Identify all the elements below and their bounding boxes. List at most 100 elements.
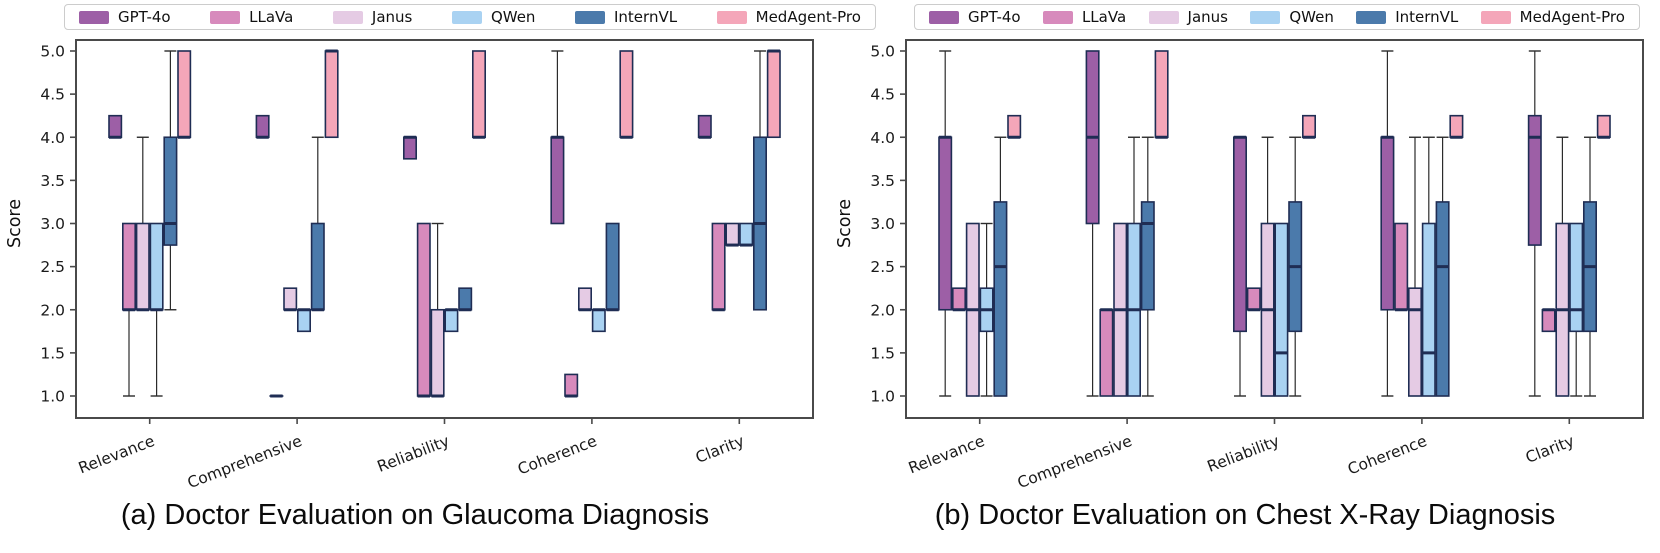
legend-item-medagent-pro: MedAgent-Pro xyxy=(1480,8,1625,26)
box-medagent-pro-clarity xyxy=(766,50,781,139)
y-tick-label: 3.0 xyxy=(40,215,65,233)
legend-label: InternVL xyxy=(1395,8,1459,26)
legend-item-llava: LLaVa xyxy=(210,8,293,26)
box-gpt-4o-coherence xyxy=(550,136,565,225)
legend-swatch-icon xyxy=(1250,10,1281,24)
y-tick-label: 2.0 xyxy=(40,301,65,319)
box-qwen-comprehensive xyxy=(296,308,311,333)
boxplot-chest-xray: 1.0 1.5 2.0 2.5 3.0 3.5 4.0 4.5 5.0 Score Relevanc… xyxy=(835,39,1644,490)
legend-label: QWen xyxy=(490,8,536,26)
box-janus-coherence xyxy=(1407,287,1422,397)
box-gpt-4o-relevance xyxy=(938,136,953,311)
x-tick-label: Relevance xyxy=(76,432,157,477)
box-medagent-pro-coherence xyxy=(619,50,634,139)
legend-label: MedAgent-Pro xyxy=(1519,8,1625,26)
x-tick-label: Coherence xyxy=(515,432,599,479)
y-tick-label: 5.0 xyxy=(40,43,65,61)
box-qwen-coherence xyxy=(1421,222,1436,397)
x-tick-label: Relevance xyxy=(906,432,987,477)
box-medagent-pro-comprehensive xyxy=(324,50,339,139)
y-tick-label: 4.5 xyxy=(40,86,65,104)
box-internvl-reliability xyxy=(458,287,473,311)
box-gpt-4o-relevance xyxy=(108,114,123,139)
box-gpt-4o-reliability xyxy=(1232,136,1247,333)
legend-item-gpt-4o: GPT-4o xyxy=(79,8,171,26)
x-tick-label: Reliability xyxy=(1205,432,1282,476)
legend-label: LLaVa xyxy=(249,8,294,26)
x-tick-label: Comprehensive xyxy=(1015,432,1135,490)
box-qwen-reliability xyxy=(1274,222,1289,397)
box-janus-clarity xyxy=(725,222,740,246)
legend-swatch-icon xyxy=(716,10,747,24)
legend-label: GPT-4o xyxy=(968,8,1021,26)
box-medagent-pro-reliability xyxy=(471,50,486,139)
legend-swatch-icon xyxy=(1480,10,1511,24)
legend-swatch-icon xyxy=(1148,10,1179,24)
x-tick-label: Clarity xyxy=(1523,432,1577,467)
legend-item-llava: LLaVa xyxy=(1042,8,1126,26)
box-medagent-pro-comprehensive xyxy=(1154,50,1169,139)
x-tick-label: Coherence xyxy=(1345,432,1429,479)
box-internvl-comprehensive xyxy=(1140,201,1155,311)
panel-chest-xray: GPT-4o LLaVa Janus QWen InternVL MedAgent-Pro… xyxy=(830,0,1660,553)
legend-a: GPT-4o LLaVa Janus QWen InternVL MedAgent-Pro xyxy=(64,4,876,30)
legend-swatch-icon xyxy=(79,10,109,24)
legend-item-qwen: QWen xyxy=(1250,8,1334,26)
box-qwen-coherence xyxy=(591,308,606,333)
box-gpt-4o-reliability xyxy=(402,136,417,160)
legend-swatch-icon xyxy=(210,10,241,24)
box-medagent-pro-relevance xyxy=(177,50,192,139)
legend-swatch-icon xyxy=(332,10,363,24)
y-tick-label: 2.0 xyxy=(870,301,895,319)
box-qwen-relevance xyxy=(149,222,164,311)
box-medagent-pro-reliability xyxy=(1301,114,1316,139)
box-gpt-4o-coherence xyxy=(1380,136,1395,311)
legend-label: GPT-4o xyxy=(118,8,171,26)
box-internvl-relevance xyxy=(163,136,178,246)
caption-b: (b) Doctor Evaluation on Chest X-Ray Dia… xyxy=(934,499,1556,531)
box-medagent-pro-clarity xyxy=(1596,114,1611,139)
box-internvl-coherence xyxy=(1435,201,1450,397)
y-tick-label: 4.0 xyxy=(40,129,65,147)
box-llava-coherence xyxy=(1394,222,1409,311)
box-llava-clarity xyxy=(1541,308,1556,333)
legend-label: Janus xyxy=(1187,8,1228,26)
box-qwen-clarity xyxy=(739,222,754,246)
box-internvl-coherence xyxy=(605,222,620,311)
box-llava-reliability xyxy=(1246,287,1261,311)
legend-item-internvl: InternVL xyxy=(575,8,677,26)
panel-glaucoma: GPT-4o LLaVa Janus QWen InternVL MedAgent-Pro… xyxy=(5,4,876,531)
y-tick-label: 2.5 xyxy=(870,258,895,276)
box-gpt-4o-comprehensive xyxy=(255,114,270,139)
legend-swatch-icon xyxy=(929,10,959,24)
legend-label: InternVL xyxy=(614,8,678,26)
box-internvl-relevance xyxy=(993,201,1008,397)
boxplot-glaucoma: 1.0 1.5 2.0 2.5 3.0 3.5 4.0 4.5 5.0 Score Relevanc… xyxy=(5,39,814,490)
box-llava-clarity xyxy=(711,222,726,311)
box-gpt-4o-clarity xyxy=(1527,114,1542,246)
legend-swatch-icon xyxy=(451,10,482,24)
y-tick-label: 2.5 xyxy=(40,258,65,276)
legend-item-qwen: QWen xyxy=(451,8,536,26)
box-janus-comprehensive xyxy=(283,287,298,311)
box-llava-relevance xyxy=(122,222,137,311)
legend-swatch-icon xyxy=(575,10,605,24)
box-qwen-clarity xyxy=(1569,222,1584,333)
y-tick-label: 1.5 xyxy=(40,344,65,362)
box-medagent-pro-coherence xyxy=(1449,114,1464,139)
legend-label: MedAgent-Pro xyxy=(755,8,861,26)
y-tick-label: 4.5 xyxy=(870,86,895,104)
legend-b: GPT-4o LLaVa Janus QWen InternVL MedAgent-Pro xyxy=(914,4,1640,30)
y-tick-label: 1.0 xyxy=(870,388,895,406)
legend-swatch-icon xyxy=(1356,10,1387,24)
box-qwen-reliability xyxy=(444,308,459,333)
x-tick-label: Comprehensive xyxy=(185,432,305,490)
legend-label: QWen xyxy=(1289,8,1334,26)
y-tick-label: 1.5 xyxy=(870,344,895,362)
caption-a: (a) Doctor Evaluation on Glaucoma Diagno… xyxy=(120,499,710,531)
legend-swatch-icon xyxy=(1042,10,1073,24)
box-gpt-4o-clarity xyxy=(697,114,712,139)
legend-item-janus: Janus xyxy=(1148,8,1228,26)
legend-item-janus: Janus xyxy=(332,8,412,26)
y-tick-label: 5.0 xyxy=(870,43,895,61)
